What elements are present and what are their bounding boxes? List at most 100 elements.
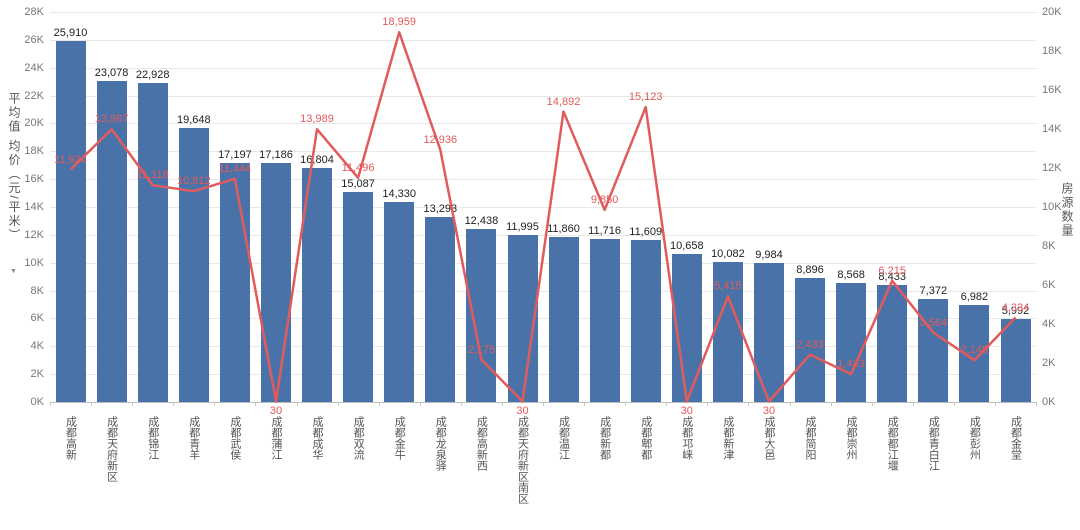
line-value-label: 2,145 (960, 344, 989, 357)
x-axis-category-label[interactable]: 成都简阳 (804, 416, 816, 460)
x-axis-category-label[interactable]: 成都邛崃 (680, 416, 693, 460)
category-tick (501, 402, 503, 406)
bar[interactable] (548, 236, 579, 402)
category-tick (255, 402, 257, 406)
line-value-label: 12,936 (423, 133, 458, 146)
bar[interactable] (384, 202, 415, 402)
bar[interactable] (1000, 318, 1031, 402)
bar[interactable] (219, 162, 250, 402)
bar[interactable] (137, 82, 168, 402)
left-axis-tick-label: 16K (24, 173, 44, 186)
line-value-label: 9,850 (590, 193, 619, 206)
x-axis-category-label[interactable]: 成都大邑 (763, 416, 775, 460)
left-axis-tick-label: 24K (24, 61, 44, 74)
x-axis-category-label[interactable]: 成都高新西 (475, 416, 488, 471)
category-tick (871, 402, 873, 406)
right-axis-tick-label: 10K (1042, 201, 1062, 213)
x-axis-category-label[interactable]: 成都武侯 (228, 416, 241, 460)
x-axis-category-label[interactable]: 成都龙泉驿 (434, 416, 447, 471)
left-axis-tick-label: 20K (24, 117, 44, 130)
x-axis-category-label[interactable]: 成都温江 (557, 416, 570, 460)
category-tick (625, 402, 627, 406)
x-axis-category-label[interactable]: 成都新津 (721, 416, 734, 460)
bar-value-label: 13,293 (423, 202, 458, 215)
category-tick (1036, 402, 1037, 406)
bar-value-label: 9,984 (755, 248, 783, 261)
x-axis-category-label[interactable]: 成都天府新区 (105, 416, 118, 482)
bar-value-label: 11,609 (629, 226, 663, 239)
line-value-label: 18,959 (382, 16, 417, 29)
left-axis-tick-label: 0K (30, 396, 44, 408)
category-tick (707, 402, 709, 406)
line-value-label: 11,924 (54, 153, 87, 166)
right-axis-tick-label: 16K (1042, 84, 1062, 96)
line-value-label: 2,433 (796, 338, 824, 351)
gridline (50, 67, 1036, 69)
right-axis-tick-label: 0K (1042, 396, 1056, 408)
left-axis-tick-label: 18K (24, 145, 44, 158)
line-value-label: 2,175 (467, 343, 496, 356)
x-axis-category-label[interactable]: 成都都江堰 (886, 416, 899, 471)
category-tick (296, 402, 298, 406)
bar[interactable] (877, 284, 908, 402)
x-axis-category-label[interactable]: 成都青白江 (927, 416, 940, 471)
x-axis-category-label[interactable]: 成都蒲江 (270, 416, 282, 460)
right-axis-tick-label: 12K (1042, 162, 1062, 174)
right-axis-tick-label: 18K (1042, 45, 1062, 57)
category-tick (378, 402, 380, 406)
x-axis-category-label[interactable]: 成都青羊 (187, 416, 200, 460)
x-axis-category-label[interactable]: 成都金堂 (1009, 416, 1022, 460)
category-tick (994, 402, 996, 406)
line-value-label: 5,415 (714, 280, 742, 293)
gridline (50, 39, 1036, 41)
x-axis-category-label[interactable]: 成都金牛 (393, 416, 406, 460)
category-tick (830, 402, 832, 406)
bar[interactable] (96, 80, 127, 402)
left-axis-tick-label: 4K (30, 340, 44, 353)
line-value-label: 14,892 (546, 95, 581, 108)
bar-value-label: 25,910 (53, 27, 88, 40)
line-value-label: 11,118 (136, 169, 169, 182)
line-value-label: 1,433 (837, 358, 865, 371)
bar[interactable] (671, 253, 702, 402)
bar-value-label: 22,928 (135, 68, 170, 81)
bar[interactable] (630, 240, 661, 402)
x-axis-category-label[interactable]: 成都崇州 (845, 416, 858, 460)
bar[interactable] (589, 238, 620, 402)
right-axis-tick-label: 4K (1042, 318, 1056, 330)
left-axis-tick-label: 12K (24, 228, 44, 241)
right-axis-tick-label: 20K (1042, 6, 1062, 18)
line-value-label: 11,444 (218, 162, 252, 175)
line-value-label: 30 (762, 405, 776, 417)
bar[interactable] (55, 41, 86, 402)
bar[interactable] (507, 234, 538, 402)
bar[interactable] (466, 228, 497, 402)
category-tick (132, 402, 134, 406)
category-tick (789, 402, 791, 406)
bar[interactable] (343, 191, 374, 402)
line-value-label: 30 (269, 405, 283, 417)
x-axis-category-label[interactable]: 成都锦江 (146, 416, 159, 460)
category-tick (173, 402, 175, 406)
x-axis-category-label[interactable]: 成都成华 (311, 416, 323, 460)
x-axis-category-label[interactable]: 成都双流 (352, 416, 365, 460)
x-axis-category-label[interactable]: 成都彭州 (968, 416, 981, 460)
x-axis-category-label[interactable]: 成都天府新区南区 (516, 416, 529, 504)
line-value-label: 13,989 (300, 113, 334, 126)
line-value-label: 30 (680, 405, 693, 417)
line-value-label: 4,334 (1001, 301, 1030, 314)
x-axis-category-label[interactable]: 成都新都 (598, 416, 611, 460)
left-axis-tick-label: 6K (30, 312, 44, 325)
x-axis-category-label[interactable]: 成都高新 (64, 416, 77, 460)
bar[interactable] (425, 216, 456, 402)
x-axis-category-label[interactable]: 成都郫都 (639, 416, 652, 460)
bar[interactable] (302, 167, 332, 402)
category-tick (953, 402, 955, 406)
bar-value-label: 14,330 (382, 188, 417, 201)
bar[interactable] (261, 162, 291, 402)
left-axis-title: 平均值 均价（元/平米） (7, 92, 21, 243)
sort-caret-icon: ▼ (10, 268, 17, 275)
left-axis-tick-label: 10K (24, 256, 44, 269)
